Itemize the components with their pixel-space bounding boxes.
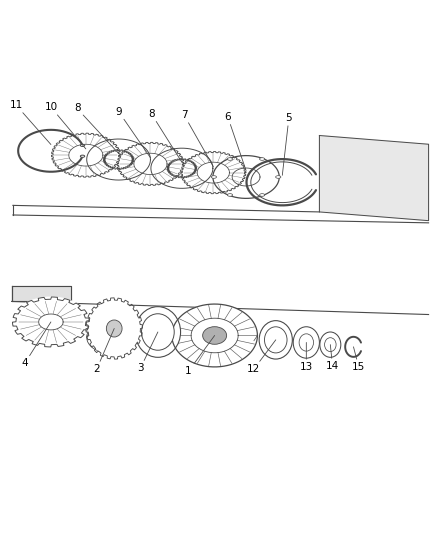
Text: 13: 13	[300, 343, 313, 372]
Ellipse shape	[260, 158, 265, 160]
Polygon shape	[12, 286, 71, 302]
Ellipse shape	[181, 151, 246, 193]
Text: 7: 7	[181, 110, 213, 167]
Text: 4: 4	[21, 322, 51, 368]
Ellipse shape	[106, 320, 122, 337]
Ellipse shape	[141, 314, 174, 350]
Ellipse shape	[213, 156, 279, 198]
Ellipse shape	[259, 321, 292, 359]
Ellipse shape	[227, 158, 233, 160]
Text: 6: 6	[224, 112, 246, 171]
Ellipse shape	[12, 296, 90, 348]
Ellipse shape	[88, 300, 141, 357]
Ellipse shape	[135, 306, 180, 357]
Text: 1: 1	[185, 335, 215, 376]
Ellipse shape	[247, 159, 318, 205]
Polygon shape	[319, 135, 428, 221]
Ellipse shape	[265, 327, 287, 353]
Text: 12: 12	[247, 340, 276, 374]
Ellipse shape	[80, 155, 85, 157]
Ellipse shape	[203, 327, 226, 344]
Ellipse shape	[151, 148, 213, 188]
Text: 11: 11	[9, 100, 51, 144]
Text: 14: 14	[326, 345, 339, 371]
Text: 2: 2	[93, 328, 114, 374]
Text: 15: 15	[352, 347, 365, 372]
Ellipse shape	[227, 193, 233, 196]
Ellipse shape	[299, 334, 314, 351]
Text: 10: 10	[44, 102, 86, 149]
Ellipse shape	[87, 139, 150, 180]
Ellipse shape	[172, 304, 258, 367]
Ellipse shape	[51, 133, 120, 177]
Ellipse shape	[325, 338, 336, 352]
Ellipse shape	[276, 176, 281, 179]
Text: 3: 3	[137, 332, 158, 373]
Ellipse shape	[293, 327, 319, 358]
Ellipse shape	[117, 142, 184, 185]
Ellipse shape	[260, 193, 265, 196]
Text: 8: 8	[74, 103, 119, 154]
Text: 5: 5	[283, 113, 292, 175]
Ellipse shape	[80, 144, 85, 147]
Ellipse shape	[320, 332, 341, 357]
Ellipse shape	[87, 321, 131, 353]
Text: 9: 9	[115, 107, 150, 158]
Text: 8: 8	[148, 109, 182, 162]
Ellipse shape	[211, 176, 216, 179]
